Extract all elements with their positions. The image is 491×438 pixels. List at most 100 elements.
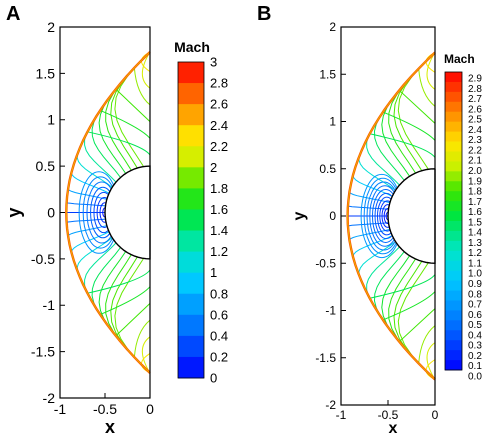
colorbar-label: 2.8 [468,84,482,95]
colorbar-label: 2 [210,160,217,175]
colorbar-label: 0.4 [468,330,482,341]
colorbar-label: 2.5 [468,115,482,126]
x-tick-label: -1 [336,408,347,422]
colorbar-swatch [445,300,462,311]
y-tick-label: 2 [329,20,336,34]
bow-shock-inner [347,52,436,380]
colorbar-label: 1.4 [210,223,228,238]
colorbar-label: 0.3 [468,341,482,352]
colorbar-label: 2.3 [468,135,482,146]
y-tick-label: 1 [47,112,55,128]
x-tick-label: -1 [54,401,67,417]
colorbar-frame [177,61,205,379]
colorbar-frame [444,71,463,371]
body-outline [387,168,436,265]
contour-line [398,308,436,343]
y-axis-label: y [4,207,24,217]
colorbar-swatch [445,221,462,232]
colorbar-swatch [178,335,204,358]
contour-line [115,303,151,337]
x-axis-label: x [105,417,115,437]
colorbar-swatch [445,201,462,212]
y-tick-label: 0.5 [319,162,336,176]
contour-line [141,336,151,374]
colorbar-label: 1.6 [210,202,228,217]
colorbar-label: 0.8 [468,289,482,300]
contour-line [369,274,436,299]
colorbar-swatch [445,151,462,162]
colorbar-swatch [445,260,462,272]
colorbar-swatch [445,211,462,222]
body-outline [104,165,151,260]
colorbar-swatch [445,81,462,93]
colorbar-label: 0.8 [210,286,228,301]
colorbar-label: 2.2 [210,139,228,154]
colorbar-label: 0.9 [468,279,482,290]
contour-line [398,89,436,124]
colorbar-label: 2.4 [468,125,482,136]
colorbar-swatch [445,350,462,361]
y-tick-label: 0 [47,204,55,220]
colorbar-label: 0 [210,371,217,386]
colorbar-label: 1.8 [468,187,482,198]
colorbar-label: 2.0 [468,166,482,177]
y-tick-label: 0 [329,209,336,223]
y-tick-label: -0.5 [315,256,336,270]
colorbar-swatch [178,167,204,189]
colorbar-swatch [445,240,462,252]
colorbar-label: 0.2 [210,349,228,364]
colorbar-label: 2.6 [210,97,228,112]
colorbar-swatch [445,191,462,202]
y-tick-label: -1.5 [315,351,336,365]
contour-line [133,67,151,106]
y-tick-label: -1.5 [31,344,55,360]
contour-line [99,286,151,315]
colorbar-swatch [445,340,462,351]
colorbar-swatch [178,146,204,168]
colorbar: Mach 2.92.82.72.62.52.42.32.22.12.01.91.8… [444,52,482,383]
colorbar-swatch [445,320,462,331]
colorbar-swatch [445,72,462,83]
y-tick-label: -2 [325,398,336,412]
colorbar-label: 0.6 [468,310,482,321]
colorbar-label: 3 [210,55,217,70]
colorbar-label: 0.2 [468,351,482,362]
y-tick-label: 2 [47,19,55,35]
colorbar-label: 1.2 [210,244,228,259]
colorbar-swatch [178,83,204,105]
colorbar-label: 2.1 [468,156,482,167]
contour-line [418,68,436,107]
contour-line [87,131,151,156]
contour-line [99,110,151,139]
colorbar-swatch [178,251,204,274]
plot-area [346,51,436,381]
contour-line [87,269,151,294]
contour-line [426,52,436,90]
colorbar-label: 1.3 [468,238,482,249]
colorbar-swatch [445,161,462,172]
colorbar-swatch [178,104,204,126]
bow-shock-inner [65,51,151,374]
contour-line [373,251,405,323]
colorbar-label: 1.5 [468,217,482,228]
x-axis-label: x [389,420,398,437]
colorbar-label: 0.1 [468,361,482,372]
colorbar-label: 1.6 [468,207,482,218]
contour-line [369,133,436,158]
colorbar-swatch [445,310,462,321]
colorbar-swatch [445,360,462,371]
colorbar-label: 1.9 [468,176,482,187]
y-tick-label: -1 [43,297,56,313]
colorbar-label: 2.6 [468,104,482,115]
colorbar-label: 0.6 [210,307,228,322]
contour-line [418,325,436,364]
colorbar-swatch [178,272,204,295]
x-tick-label: 0 [432,408,439,422]
colorbar-label: 1.2 [468,248,482,259]
colorbar-swatch [445,91,462,103]
colorbar-label: 1 [210,265,217,280]
colorbar-swatch [445,250,462,262]
colorbar-label: 2.9 [468,74,482,85]
